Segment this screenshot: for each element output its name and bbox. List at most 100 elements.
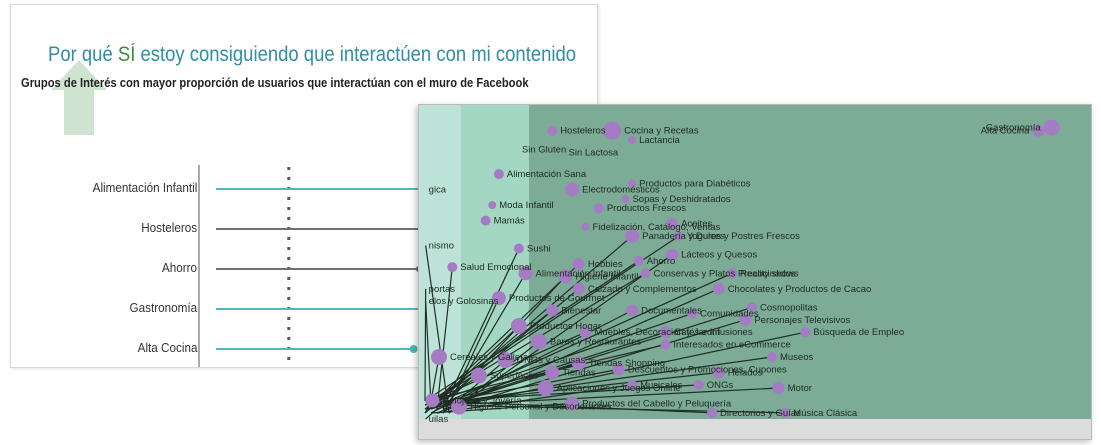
bubble — [493, 169, 504, 180]
bubble-label: Cocina y Recetas — [624, 126, 699, 137]
bubble-label: Muebles, Decoración y Jardín — [595, 327, 721, 338]
bubble-label: Panadería y Dulces — [642, 231, 725, 242]
bubbles — [425, 119, 1060, 418]
bubble-label: Interesados en eCommerce — [673, 340, 790, 351]
bubble-label: Higiene Infantil — [576, 271, 639, 282]
bubble-label: Directorios y Guías — [720, 408, 801, 419]
bubble — [513, 243, 524, 254]
bubble-label: Documentales — [641, 306, 702, 317]
lollipop-category-label: Hosteleros — [141, 220, 197, 235]
bubble — [627, 379, 638, 390]
bubble — [572, 258, 585, 270]
leader-line — [448, 319, 746, 410]
bubble — [640, 268, 651, 279]
bubble-label: Productos del Cabello y Peluquería — [582, 399, 732, 410]
bubble — [425, 393, 440, 408]
bubble — [572, 282, 585, 295]
bubble-label: elos y Golosinas — [429, 296, 499, 307]
bubble-label: Fidelización, Catálogo, Ventas — [593, 222, 721, 233]
title-pre: Por qué — [48, 43, 118, 66]
bubble-label: Tiendas Shopping — [589, 358, 665, 369]
bubble-label: Sopas y Deshidratados — [632, 194, 730, 205]
bubble — [739, 313, 752, 326]
bubble-label: Superfocos — [490, 371, 538, 382]
bubble-label: Ahorro — [647, 256, 676, 267]
bubble-label: Descuentos y Promociones, Cupones — [628, 364, 787, 375]
bubble-label: Tiendas — [562, 368, 596, 379]
bubble — [626, 304, 639, 317]
bubble — [780, 407, 791, 418]
leader-line — [430, 356, 773, 406]
bubble — [707, 407, 718, 418]
leader-line — [425, 245, 450, 414]
bubble-label: Cafés e infusiones — [674, 327, 752, 338]
bubble — [430, 349, 447, 365]
leader-line — [448, 297, 500, 406]
bubble — [545, 365, 560, 380]
leader-line — [424, 325, 520, 414]
bubble-label: Lactancia — [639, 135, 680, 146]
bubble-label: Sin Lactosa — [569, 147, 619, 158]
bubble-label: Musicales — [640, 380, 682, 391]
bubble-label: Búsqueda de Empleo — [813, 327, 904, 338]
bubble — [660, 339, 671, 350]
bubble — [693, 379, 704, 390]
bubble — [659, 326, 672, 339]
leader-line — [436, 375, 480, 406]
bubble-label: gica — [429, 185, 447, 196]
bubble — [537, 380, 554, 396]
leader-line — [436, 267, 453, 410]
leader-line — [436, 384, 633, 414]
bubble-label: nismo — [429, 240, 454, 251]
bubble-label: Helados — [728, 368, 763, 379]
bubble — [470, 367, 487, 384]
bubble — [565, 182, 580, 197]
bubble-label: Reality shows — [740, 268, 799, 279]
bubble-label: Comunidades — [700, 309, 759, 320]
leader-line — [442, 306, 753, 406]
bubble — [673, 231, 684, 242]
lollipop-category-label: Alta Cocina — [137, 340, 197, 355]
bubble-label: portas — [429, 284, 456, 295]
bubble — [579, 326, 592, 339]
leader-line — [425, 408, 438, 420]
leader-line — [430, 263, 580, 406]
leader-line — [442, 404, 786, 414]
bubble-label: Hosteleros — [560, 126, 606, 137]
bubble — [628, 136, 637, 144]
lollipop-category-label: Ahorro — [161, 260, 197, 275]
bubble-label: ONGs y Causas — [517, 355, 586, 366]
bubble-label: Cosmopolitas — [760, 302, 818, 313]
bubble-label: Productos de Gourmet — [509, 293, 605, 304]
bubble — [621, 194, 630, 203]
bubble-label: Lácteos y Quesos — [681, 250, 757, 261]
bubble-label: uilas — [429, 414, 449, 425]
leader-lines — [424, 235, 806, 420]
title-highlight: SÍ — [117, 43, 136, 66]
bubble-label: Calzado y Complementos — [588, 284, 697, 295]
bubble-label: Cereales y Galletas — [450, 352, 533, 363]
bubble-label: Museos — [780, 352, 814, 363]
bubble-label: Higiene Personal y Desodorantes — [470, 402, 612, 413]
bubble — [727, 268, 738, 279]
bubble — [530, 333, 547, 350]
bubble — [558, 269, 573, 284]
bubble — [666, 217, 679, 230]
bubble-label: Yogures y Postres Frescos — [687, 231, 800, 242]
bubble-label: Música Clásica — [793, 408, 858, 419]
bubble — [772, 382, 785, 394]
bubble-label: ONGs — [707, 380, 734, 391]
title-post: estoy consiguiendo que interactúen con m… — [135, 43, 577, 66]
bubble — [1043, 119, 1060, 136]
bubble — [547, 125, 558, 136]
bubble — [491, 291, 506, 306]
lollipop-dot — [409, 345, 418, 353]
leader-line — [430, 371, 553, 410]
bubble — [666, 248, 679, 261]
bubble-label: Chocolates y Productos de Cacao — [728, 284, 872, 295]
bubble-label: Productos para Diabéticos — [639, 178, 751, 189]
bubble — [687, 308, 698, 319]
bubble — [800, 327, 811, 338]
bubble-label: Sushi — [527, 244, 551, 255]
